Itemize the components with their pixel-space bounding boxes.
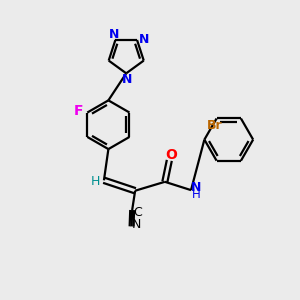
Text: N: N bbox=[122, 73, 132, 86]
Text: O: O bbox=[165, 148, 177, 162]
Text: Br: Br bbox=[207, 118, 223, 131]
Text: N: N bbox=[191, 181, 202, 194]
Text: C: C bbox=[133, 206, 142, 219]
Text: H: H bbox=[192, 188, 201, 201]
Text: F: F bbox=[74, 104, 83, 118]
Text: N: N bbox=[138, 34, 149, 46]
Text: H: H bbox=[90, 175, 100, 188]
Text: N: N bbox=[109, 28, 119, 41]
Text: N: N bbox=[132, 218, 141, 230]
